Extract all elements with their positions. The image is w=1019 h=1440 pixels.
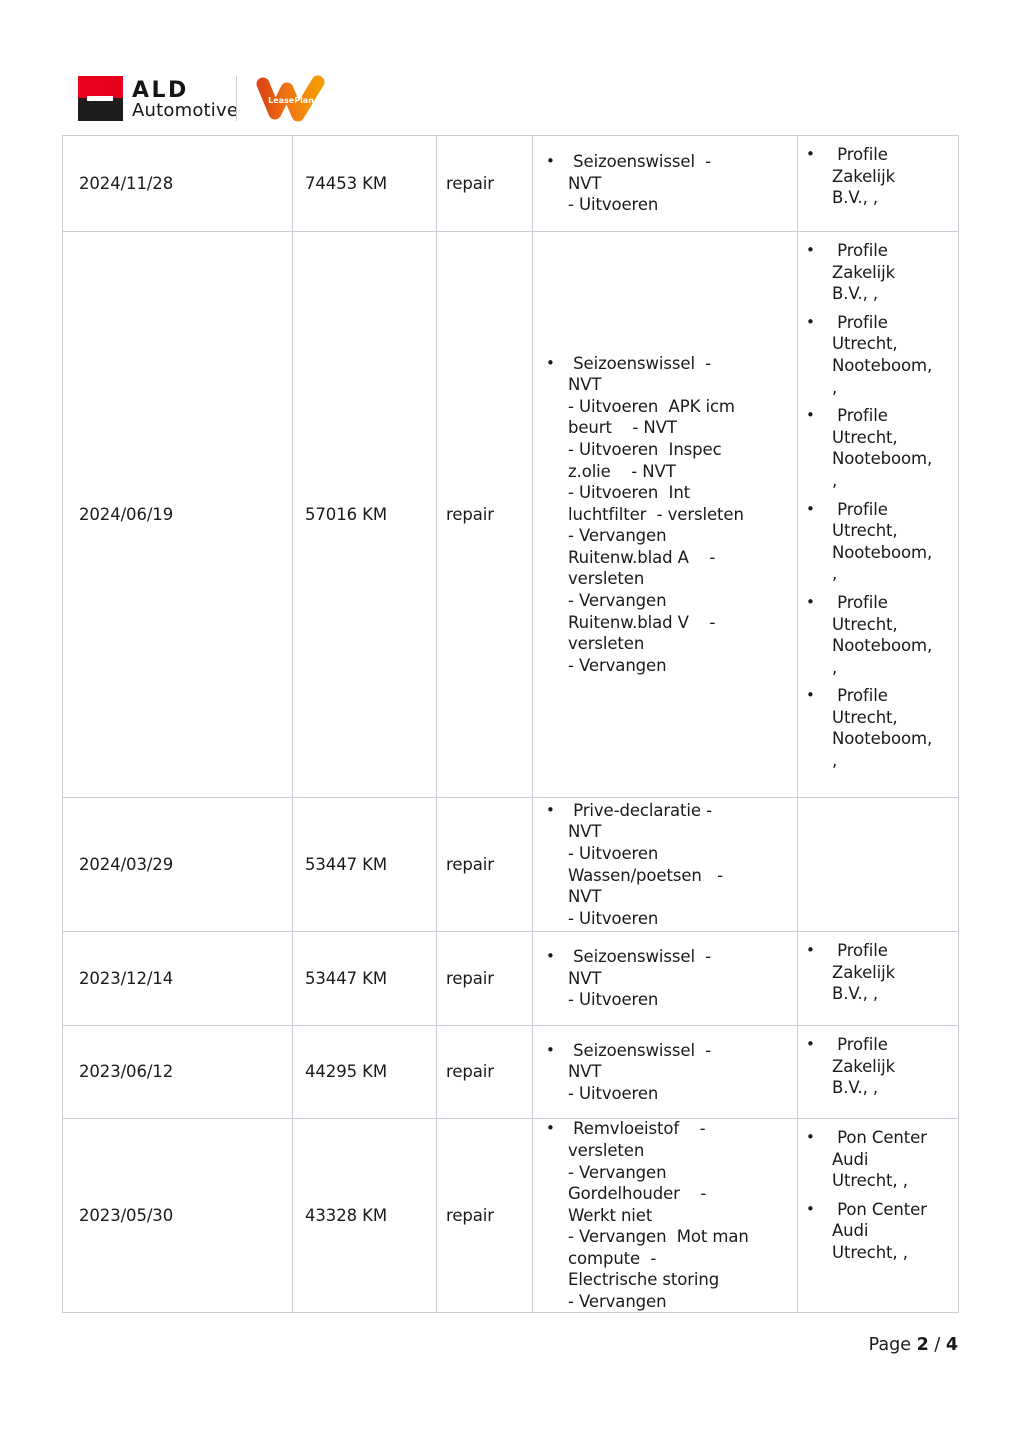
profile-item: Pon Center Audi Utrecht, , — [798, 1199, 956, 1264]
work-cell: Seizoenswissel - NVT - Uitvoeren — [533, 136, 798, 231]
date-value: 2023/06/12 — [79, 1062, 174, 1082]
work-cell: Seizoenswissel - NVT - Uitvoeren APK icm… — [533, 232, 798, 797]
work-cell: Seizoenswissel - NVT - Uitvoeren — [533, 932, 798, 1025]
profile-item: Profile Zakelijk B.V., , — [798, 1034, 956, 1099]
table-row: 2023/05/30 43328 KM repair Remvloeistof … — [63, 1119, 958, 1312]
km-value: 74453 KM — [305, 173, 387, 193]
date-value: 2024/03/29 — [79, 854, 174, 874]
date-cell: 2023/12/14 — [63, 932, 293, 1025]
work-item: Seizoenswissel - NVT - Uitvoeren — [533, 1040, 795, 1105]
profile-item: Profile Utrecht, Nooteboom, , — [798, 685, 956, 771]
profile-item: Profile Zakelijk B.V., , — [798, 940, 956, 1005]
km-value: 57016 KM — [305, 504, 387, 524]
page-label: Page — [868, 1335, 917, 1355]
type-cell: repair — [437, 798, 533, 931]
profile-item: Profile Utrecht, Nooteboom, , — [798, 592, 956, 678]
page-footer: Page 2 / 4 — [869, 1335, 958, 1355]
work-item: Prive-declaratie - NVT - Uitvoeren Wasse… — [533, 800, 795, 930]
type-value: repair — [446, 968, 494, 988]
page-total: 4 — [945, 1335, 958, 1355]
profile-item: Profile Zakelijk B.V., , — [798, 144, 956, 209]
km-cell: 74453 KM — [293, 136, 437, 231]
km-cell: 57016 KM — [293, 232, 437, 797]
profile-item: Profile Utrecht, Nooteboom, , — [798, 405, 956, 491]
date-value: 2023/05/30 — [79, 1205, 174, 1225]
date-cell: 2023/05/30 — [63, 1119, 293, 1312]
work-cell: Prive-declaratie - NVT - Uitvoeren Wasse… — [533, 798, 798, 931]
page-current: 2 — [916, 1335, 929, 1355]
type-value: repair — [446, 173, 494, 193]
profile-item: Profile Zakelijk B.V., , — [798, 240, 956, 305]
work-cell: Remvloeistof - versleten - Vervangen Gor… — [533, 1119, 798, 1312]
type-cell: repair — [437, 932, 533, 1025]
date-cell: 2024/03/29 — [63, 798, 293, 931]
work-item: Seizoenswissel - NVT - Uitvoeren — [533, 946, 795, 1011]
table-row: 2023/06/12 44295 KM repair Seizoenswisse… — [63, 1026, 958, 1119]
km-value: 43328 KM — [305, 1205, 387, 1225]
ald-logo-icon — [78, 76, 123, 121]
date-cell: 2024/11/28 — [63, 136, 293, 231]
logo-divider — [236, 76, 237, 121]
date-value: 2023/12/14 — [79, 968, 174, 988]
km-cell: 43328 KM — [293, 1119, 437, 1312]
date-cell: 2023/06/12 — [63, 1026, 293, 1118]
ald-logo-title: ALD — [132, 78, 189, 103]
work-item: Remvloeistof - versleten - Vervangen Gor… — [533, 1119, 795, 1312]
profile-cell: Profile Zakelijk B.V., , — [798, 136, 958, 231]
type-cell: repair — [437, 232, 533, 797]
profile-item: Pon Center Audi Utrecht, , — [798, 1127, 956, 1192]
profile-cell — [798, 798, 958, 931]
table-row: 2024/03/29 53447 KM repair Prive-declara… — [63, 798, 958, 932]
page-separator: / — [928, 1335, 946, 1355]
type-value: repair — [446, 1062, 494, 1082]
profile-cell: Pon Center Audi Utrecht, , Pon Center Au… — [798, 1119, 958, 1312]
table-row: 2024/11/28 74453 KM repair Seizoenswisse… — [63, 136, 958, 232]
profile-item: Profile Utrecht, Nooteboom, , — [798, 499, 956, 585]
work-item: Seizoenswissel - NVT - Uitvoeren APK icm… — [533, 353, 795, 677]
type-cell: repair — [437, 136, 533, 231]
profile-cell: Profile Zakelijk B.V., , Profile Utrecht… — [798, 232, 958, 797]
leaseplan-logo-icon: LeasePlan — [256, 75, 325, 122]
km-cell: 53447 KM — [293, 932, 437, 1025]
km-value: 44295 KM — [305, 1062, 387, 1082]
profile-cell: Profile Zakelijk B.V., , — [798, 1026, 958, 1118]
ald-logo-subtitle: Automotive — [132, 100, 239, 121]
work-cell: Seizoenswissel - NVT - Uitvoeren — [533, 1026, 798, 1118]
km-value: 53447 KM — [305, 854, 387, 874]
km-cell: 44295 KM — [293, 1026, 437, 1118]
type-value: repair — [446, 1205, 494, 1225]
type-value: repair — [446, 504, 494, 524]
type-value: repair — [446, 854, 494, 874]
leaseplan-logo-label: LeasePlan — [268, 96, 314, 105]
km-cell: 53447 KM — [293, 798, 437, 931]
table-row: 2023/12/14 53447 KM repair Seizoenswisse… — [63, 932, 958, 1026]
table-row: 2024/06/19 57016 KM repair Seizoenswisse… — [63, 232, 958, 798]
profile-cell: Profile Zakelijk B.V., , — [798, 932, 958, 1025]
km-value: 53447 KM — [305, 968, 387, 988]
type-cell: repair — [437, 1119, 533, 1312]
profile-item: Profile Utrecht, Nooteboom, , — [798, 312, 956, 398]
work-item: Seizoenswissel - NVT - Uitvoeren — [533, 151, 795, 216]
date-cell: 2024/06/19 — [63, 232, 293, 797]
type-cell: repair — [437, 1026, 533, 1118]
maintenance-history-table: 2024/11/28 74453 KM repair Seizoenswisse… — [62, 135, 959, 1313]
date-value: 2024/06/19 — [79, 504, 174, 524]
date-value: 2024/11/28 — [79, 173, 174, 193]
